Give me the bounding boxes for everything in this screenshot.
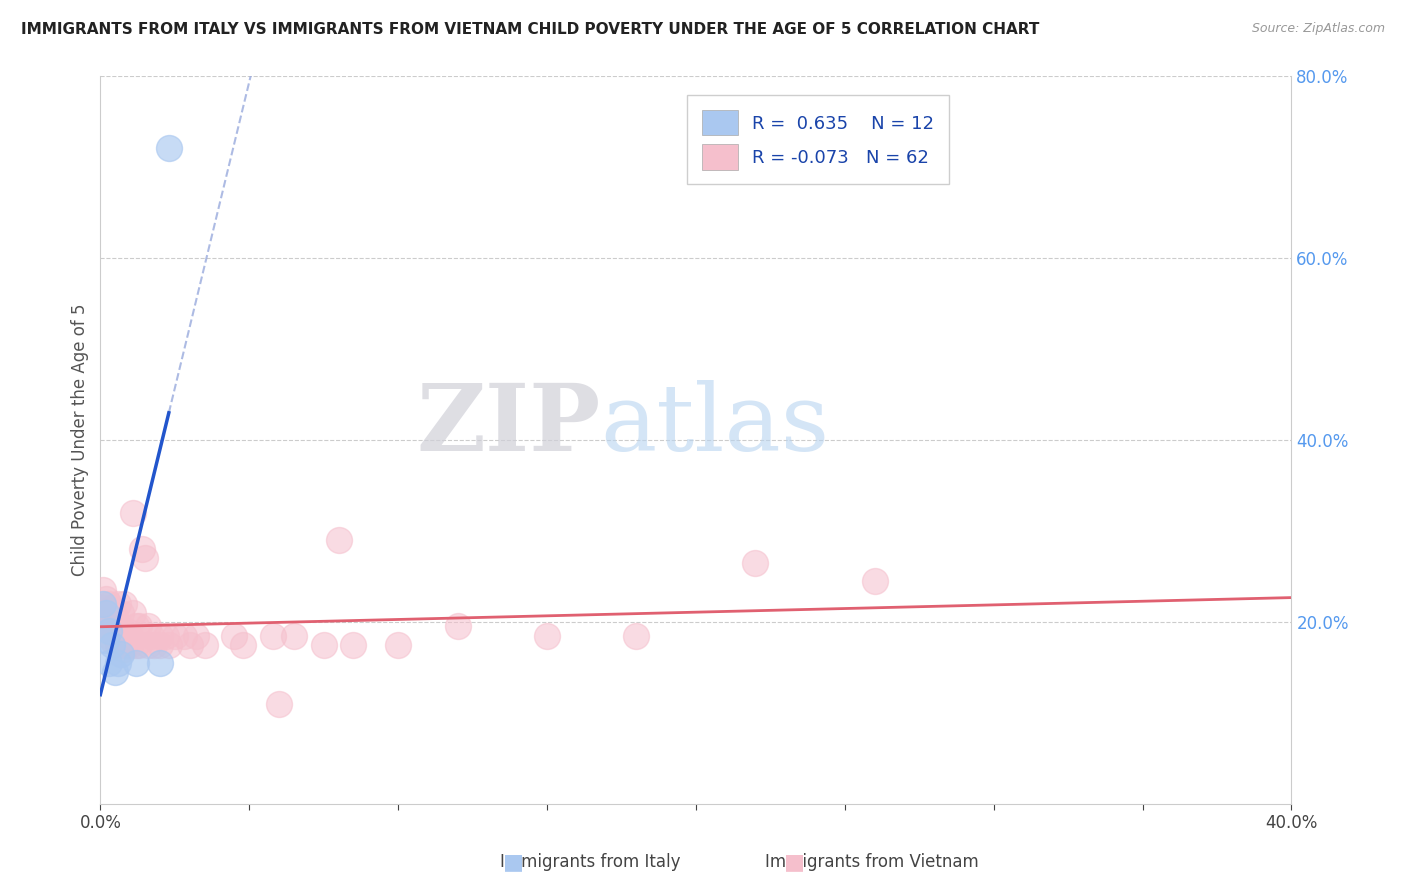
Point (163, 628, 186, 642)
Point (91, 601, 114, 615)
Point (120, 638, 142, 652)
Point (447, 619, 470, 633)
Point (110, 647, 132, 661)
Point (142, 638, 165, 652)
Point (98, 628, 121, 642)
Point (536, 628, 558, 642)
Point (101, 633, 124, 648)
Text: Immigrants from Italy: Immigrants from Italy (501, 853, 681, 871)
Point (110, 638, 132, 652)
Point (104, 610, 127, 624)
Point (179, 638, 201, 652)
Point (149, 628, 172, 642)
Point (104, 665, 127, 679)
Point (136, 619, 159, 633)
Point (96, 619, 118, 633)
Point (125, 656, 148, 670)
Point (136, 638, 159, 652)
Point (157, 141, 180, 155)
Point (131, 541, 153, 556)
Point (120, 628, 142, 642)
Point (98, 597, 121, 611)
Text: IMMIGRANTS FROM ITALY VS IMMIGRANTS FROM VIETNAM CHILD POVERTY UNDER THE AGE OF : IMMIGRANTS FROM ITALY VS IMMIGRANTS FROM… (21, 22, 1039, 37)
Point (98, 656, 121, 670)
Point (115, 624, 138, 638)
Point (224, 628, 246, 642)
Point (91, 597, 114, 611)
Point (101, 619, 124, 633)
Point (262, 628, 284, 642)
Point (328, 533, 350, 547)
Point (149, 638, 172, 652)
Point (134, 551, 156, 566)
Point (107, 619, 129, 633)
Y-axis label: Child Poverty Under the Age of 5: Child Poverty Under the Age of 5 (72, 303, 89, 576)
Text: Immigrants from Vietnam: Immigrants from Vietnam (765, 853, 979, 871)
Point (626, 628, 648, 642)
Point (173, 628, 195, 642)
Point (112, 642, 135, 657)
Point (863, 574, 886, 588)
Point (98, 610, 121, 624)
Point (194, 638, 217, 652)
Point (112, 628, 135, 642)
Point (91, 582, 114, 597)
Point (128, 619, 150, 633)
Point (267, 697, 290, 711)
Point (125, 619, 148, 633)
Point (122, 506, 145, 520)
Point (155, 628, 177, 642)
Legend: R =  0.635    N = 12, R = -0.073   N = 62: R = 0.635 N = 12, R = -0.073 N = 62 (688, 95, 949, 185)
Point (128, 638, 150, 652)
Point (96, 592, 118, 607)
Point (101, 601, 124, 615)
Point (283, 628, 305, 642)
Point (232, 638, 254, 652)
Point (107, 638, 129, 652)
Text: atlas: atlas (600, 380, 830, 470)
Point (110, 624, 132, 638)
Point (184, 628, 207, 642)
Point (157, 638, 180, 652)
Point (122, 606, 145, 620)
Point (107, 597, 129, 611)
Point (115, 638, 138, 652)
Point (112, 597, 135, 611)
Point (110, 606, 132, 620)
Point (104, 619, 127, 633)
Point (387, 638, 409, 652)
Point (139, 628, 162, 642)
Point (125, 638, 148, 652)
Point (107, 656, 129, 670)
Point (104, 628, 127, 642)
Point (96, 606, 118, 620)
Text: ■: ■ (503, 852, 523, 871)
Text: ■: ■ (785, 852, 804, 871)
Point (101, 638, 124, 652)
Point (342, 638, 364, 652)
Point (312, 638, 335, 652)
Point (96, 633, 118, 648)
Text: Source: ZipAtlas.com: Source: ZipAtlas.com (1251, 22, 1385, 36)
Point (96, 606, 118, 620)
Text: ZIP: ZIP (416, 380, 600, 470)
Point (98, 624, 121, 638)
Point (149, 656, 172, 670)
Point (744, 556, 766, 570)
